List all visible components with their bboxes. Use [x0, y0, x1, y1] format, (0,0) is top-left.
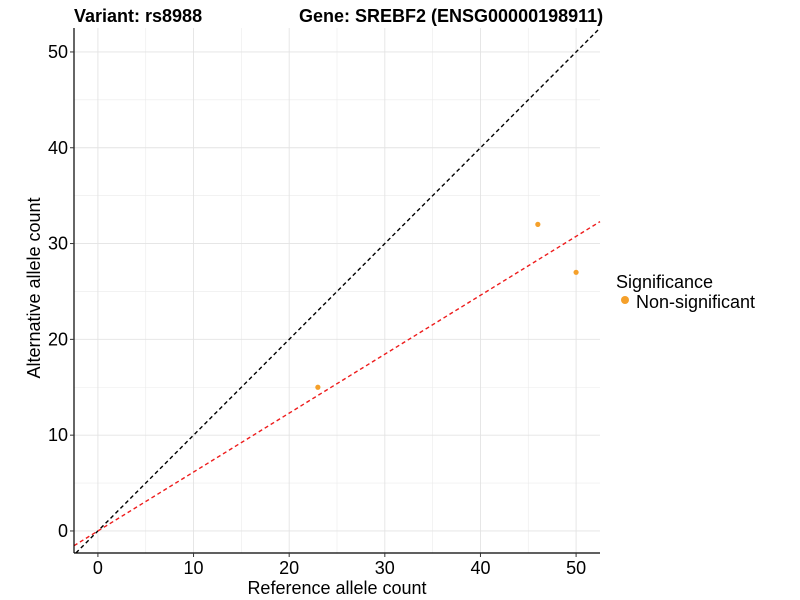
data-point-3	[573, 269, 579, 275]
reference-lines	[73, 27, 601, 554]
y-axis-label: Alternative allele count	[24, 197, 44, 378]
x-tick-label-40: 40	[470, 558, 490, 578]
data-points	[315, 221, 579, 390]
y-tick-label-50: 50	[48, 42, 68, 62]
legend-title: Significance	[616, 272, 713, 292]
y-tick-label-20: 20	[48, 329, 68, 349]
ticks: 0 10 20 30 40 50 0 10 20 30 40 50	[48, 42, 586, 578]
x-tick-label-30: 30	[375, 558, 395, 578]
reference-line-fit	[73, 221, 601, 547]
legend-label-non-significant: Non-significant	[636, 292, 755, 312]
axes	[73, 28, 600, 554]
x-tick-label-0: 0	[93, 558, 103, 578]
y-tick-label-30: 30	[48, 234, 68, 254]
legend-swatch-non-significant	[621, 296, 629, 304]
y-tick-label-0: 0	[58, 521, 68, 541]
x-tick-label-50: 50	[566, 558, 586, 578]
legend: Significance Non-significant	[616, 272, 755, 312]
chart-title-variant: Variant: rs8988	[74, 6, 202, 26]
y-tick-label-10: 10	[48, 425, 68, 445]
chart-title-gene: Gene: SREBF2 (ENSG00000198911)	[299, 6, 603, 26]
data-point-1	[315, 384, 321, 390]
reference-line-identity	[75, 27, 601, 554]
data-point-2	[535, 221, 541, 227]
x-tick-label-20: 20	[279, 558, 299, 578]
grid	[74, 28, 600, 553]
y-tick-label-40: 40	[48, 138, 68, 158]
x-axis-label: Reference allele count	[247, 578, 426, 598]
x-tick-label-10: 10	[184, 558, 204, 578]
